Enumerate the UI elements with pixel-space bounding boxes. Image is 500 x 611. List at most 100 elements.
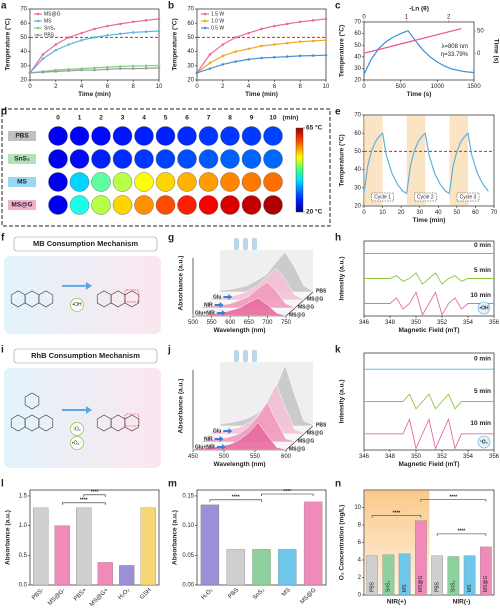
y-tick-label: 6 (358, 540, 362, 546)
y-axis-label: Temperature (°C) (171, 18, 179, 70)
legend-marker (36, 19, 40, 23)
spectrum-line (364, 393, 494, 410)
x-tick-label: 30 (416, 210, 423, 216)
x-axis-label: Wavelength (nm) (213, 461, 265, 468)
spectrum-line (364, 417, 494, 450)
legend-marker (203, 19, 207, 23)
data-point (157, 66, 161, 70)
significance-bracket (261, 493, 314, 496)
data-point (221, 63, 225, 66)
y-axis-label: O₂ Concentration (mg/L) (339, 505, 346, 580)
y-axis-label: Temperature (°C) (4, 18, 12, 70)
panel-label: b (168, 1, 174, 12)
data-point (54, 43, 58, 46)
y-tick-label: 60 (354, 31, 361, 37)
legend-label: 0.5 W (211, 25, 224, 31)
x-tick-label: 350 (411, 454, 422, 460)
species-label: ¹O₂ (73, 426, 81, 432)
significance-label: **** (393, 510, 401, 516)
data-point (298, 40, 302, 43)
bar-label: SnS₂ (386, 581, 392, 592)
reaction-site (124, 413, 140, 427)
x-tick-label: 348 (385, 454, 396, 460)
y-tick-label: 0 (358, 593, 362, 599)
x-tick-label: 352 (437, 320, 448, 326)
y-tick-label: 70 (354, 20, 361, 26)
x-tick-label: 346 (359, 320, 370, 326)
y-axis-label: Temperature (°C) (338, 134, 346, 186)
series-line (363, 29, 475, 75)
significance-label: **** (449, 494, 457, 500)
heating-band (406, 115, 426, 206)
heat-cell (48, 195, 68, 215)
spectrum-area (219, 251, 314, 293)
data-point (54, 48, 58, 52)
species-bubble (70, 436, 84, 450)
series-label: MS@G (289, 446, 305, 452)
series-label: 10 min (470, 292, 491, 299)
x-tick-label: 10 (323, 84, 330, 90)
x-tick-label: 0 (362, 84, 366, 90)
x-tick-label: 750 (281, 320, 292, 326)
series-label: MS@G (298, 304, 314, 310)
data-point (41, 57, 45, 60)
data-point (286, 22, 289, 26)
heat-cell (220, 172, 240, 192)
data-point (119, 65, 122, 68)
data-point (106, 68, 109, 71)
y2-tick-label: 0 (477, 51, 481, 57)
x-tick-label: 0 (28, 84, 32, 90)
row-label: PBS (15, 133, 29, 140)
x-tick-label: 10 (379, 210, 386, 216)
y-tick-label: 50 (187, 35, 194, 41)
bar-label: PBS (434, 581, 440, 592)
series-line (363, 28, 462, 54)
x-tick-label: 500 (396, 84, 407, 90)
panel-label: f (1, 233, 5, 244)
data-point (247, 47, 250, 51)
heat-cell (198, 195, 219, 215)
y-tick-label: 50 (354, 149, 361, 155)
bar (226, 549, 245, 586)
row-tab (8, 154, 36, 164)
row-tab (8, 200, 36, 210)
x-tick-label: GSH (139, 587, 152, 600)
colorbar-label: 65 °C (306, 124, 323, 132)
reaction-arrow (62, 406, 92, 414)
data-point (157, 29, 161, 33)
heat-cell (155, 149, 176, 169)
x-tick-label: 2 (54, 84, 58, 90)
data-point (106, 65, 109, 69)
condition-label: Glu+NIR (195, 444, 215, 450)
condition-label: Glu+NIR (195, 310, 215, 316)
row-tab (8, 131, 36, 141)
x2-axis-label: -Ln (θ) (409, 6, 429, 13)
y-axis-label: Intensity (a.u.) (339, 379, 346, 423)
spectrum-area (210, 383, 305, 435)
heat-cell (155, 195, 176, 215)
bar (278, 549, 297, 586)
data-point (247, 58, 250, 61)
x2-tick-label: 0 (362, 15, 366, 21)
heat-cell (177, 149, 197, 169)
y-tick-label: 30 (354, 185, 361, 191)
y-tick-label: 10 (354, 505, 361, 511)
bar (252, 549, 271, 586)
row-label: MS (17, 179, 27, 186)
significance-label: **** (283, 489, 291, 495)
bar (447, 556, 460, 596)
bar (33, 507, 49, 586)
bar (463, 555, 476, 596)
data-point (298, 54, 302, 58)
tube (234, 350, 239, 362)
legend-label: 1.5 W (211, 11, 224, 17)
heat-cell (134, 172, 154, 192)
y-tick-label: 30 (20, 63, 27, 69)
x-tick-label: 60 (472, 210, 479, 216)
data-point (119, 22, 122, 26)
y-tick-label: 20 (187, 78, 194, 84)
cycle-label: Cycle 3 (460, 194, 477, 200)
x-tick-label: 500 (188, 320, 199, 326)
colorbar-label: 20 °C (306, 208, 323, 216)
y-tick-label: 20 (20, 78, 27, 84)
